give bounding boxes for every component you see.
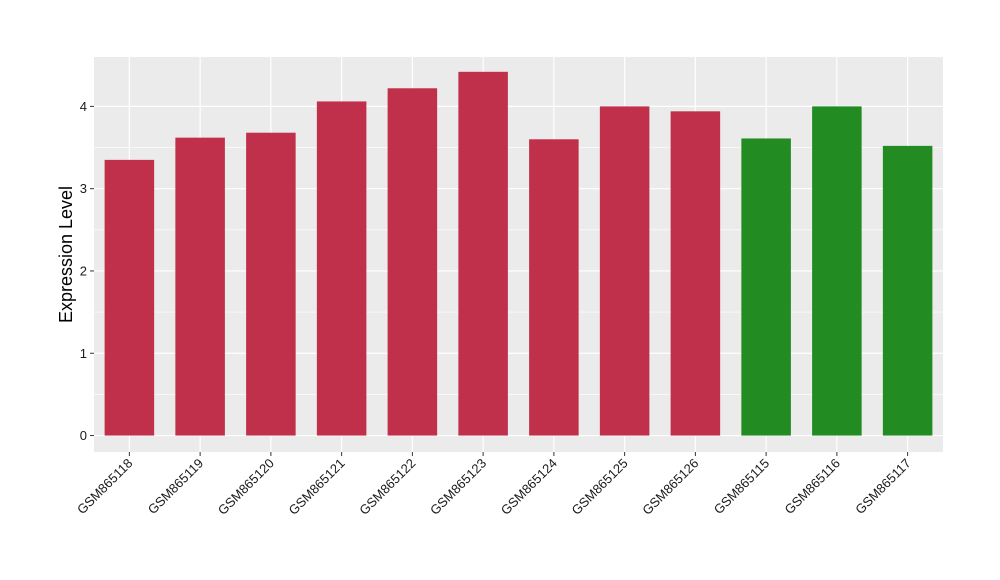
bar-GSM865122 — [387, 88, 438, 436]
plot-panel — [94, 57, 943, 452]
y-axis: 0 1 2 3 4 — [80, 99, 94, 443]
x-tick-label: GSM865124 — [498, 456, 560, 518]
bar-GSM865116 — [812, 106, 862, 436]
bar-GSM865117 — [882, 145, 933, 436]
x-tick-label: GSM865123 — [427, 456, 489, 518]
x-tick-label: GSM865119 — [145, 456, 207, 518]
x-tick-label: GSM865116 — [781, 456, 843, 518]
x-tick-label: GSM865121 — [286, 456, 348, 518]
x-tick-label: GSM865120 — [215, 456, 277, 518]
bar-GSM865125 — [599, 106, 650, 436]
x-tick-label: GSM865126 — [639, 456, 701, 518]
x-tick-label: GSM865115 — [711, 456, 773, 518]
y-tick-label: 3 — [80, 181, 87, 196]
y-tick-label: 1 — [80, 346, 87, 361]
bar-GSM865123 — [458, 71, 508, 436]
bar-GSM865120 — [246, 132, 296, 436]
x-tick-label: GSM865125 — [569, 456, 631, 518]
y-tick-label: 2 — [80, 263, 87, 278]
y-tick-label: 4 — [80, 99, 87, 114]
bar-GSM865118 — [104, 159, 155, 436]
bar-GSM865126 — [670, 111, 721, 436]
bar-GSM865119 — [175, 137, 225, 436]
x-tick-label: GSM865118 — [74, 456, 136, 518]
y-axis-title: Expression Level — [56, 186, 76, 323]
bars — [104, 71, 933, 436]
x-axis: GSM865118 GSM865119 GSM865120 GSM865121 GSM8… — [74, 452, 914, 518]
bar-GSM865124 — [529, 139, 579, 436]
x-tick-label: GSM865122 — [356, 456, 418, 518]
y-tick-label: 0 — [80, 428, 87, 443]
bar-GSM865115 — [741, 138, 791, 436]
bar-GSM865121 — [316, 101, 367, 436]
x-tick-label: GSM865117 — [852, 456, 914, 518]
